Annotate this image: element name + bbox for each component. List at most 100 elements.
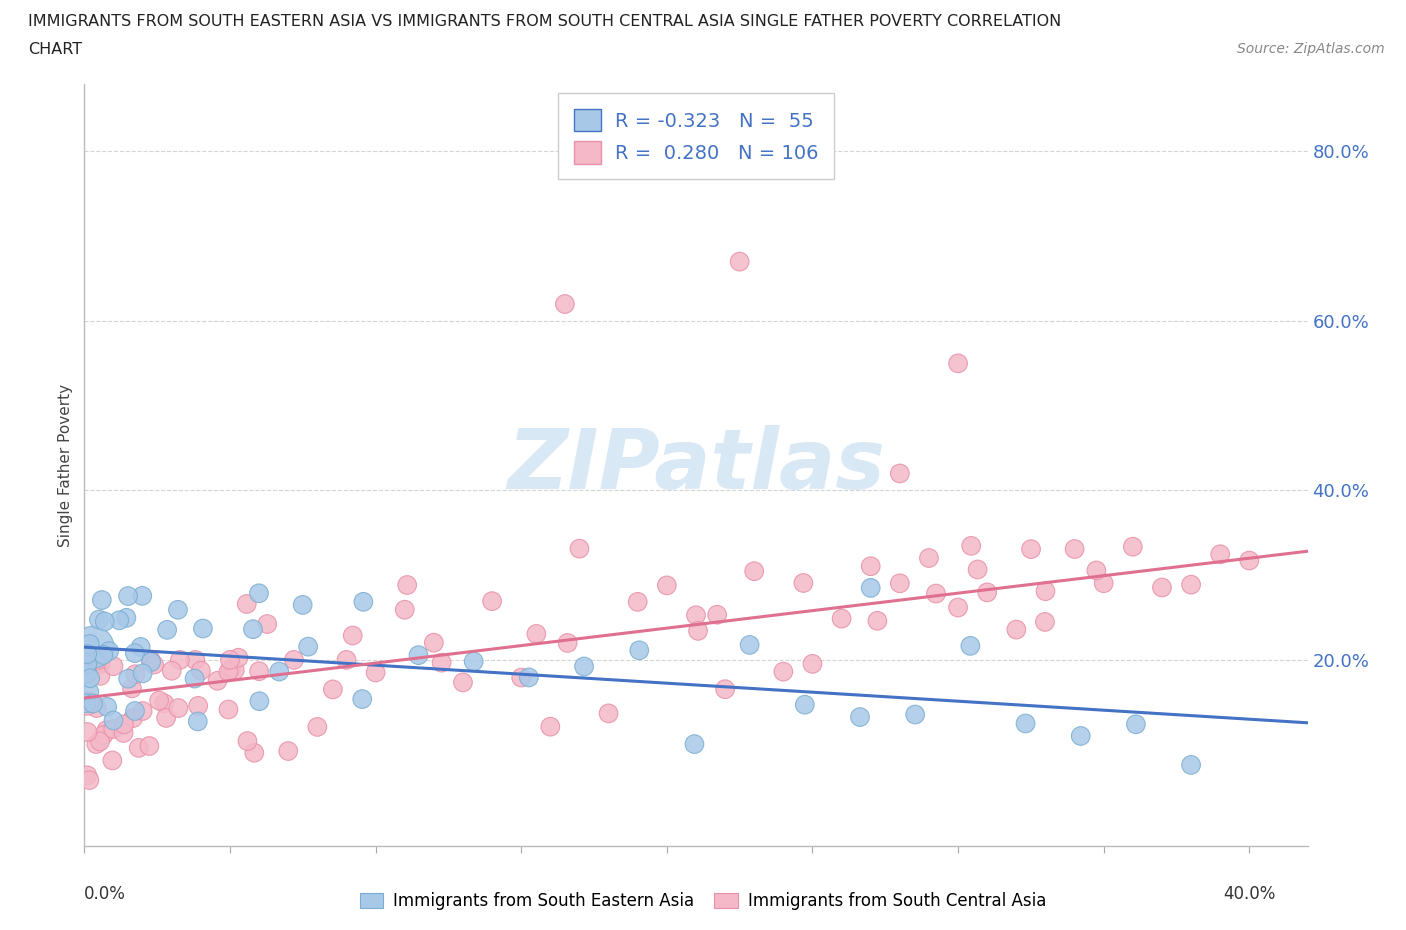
Point: [307, 720, 329, 735]
Point: [141, 655, 163, 670]
Point: [394, 603, 416, 618]
Point: [959, 638, 981, 653]
Point: [1070, 728, 1092, 743]
Point: [849, 710, 872, 724]
Point: [1092, 576, 1115, 591]
Point: [283, 653, 305, 668]
Point: [247, 694, 270, 709]
Point: [792, 576, 814, 591]
Point: [396, 578, 419, 592]
Point: [131, 704, 153, 719]
Point: [335, 653, 357, 668]
Point: [742, 564, 765, 578]
Point: [156, 622, 179, 637]
Point: [1180, 578, 1202, 592]
Point: [76, 724, 98, 739]
Point: [112, 717, 135, 732]
Point: [627, 594, 650, 609]
Point: [184, 653, 207, 668]
Point: [90, 657, 112, 671]
Point: [655, 578, 678, 592]
Point: [87, 612, 110, 627]
Y-axis label: Single Father Poverty: Single Father Poverty: [58, 383, 73, 547]
Point: [946, 600, 969, 615]
Point: [322, 682, 344, 697]
Point: [925, 586, 948, 601]
Point: [75, 696, 97, 711]
Point: [187, 698, 209, 713]
Point: [686, 623, 709, 638]
Point: [859, 559, 882, 574]
Point: [966, 562, 988, 577]
Point: [153, 696, 176, 711]
Point: [79, 637, 101, 652]
Point: [129, 640, 152, 655]
Point: [235, 596, 257, 611]
Point: [831, 611, 853, 626]
Point: [568, 541, 591, 556]
Point: [89, 734, 111, 749]
Point: [554, 297, 576, 312]
Point: [481, 593, 503, 608]
Point: [236, 734, 259, 749]
Point: [128, 740, 150, 755]
Point: [76, 768, 98, 783]
Text: CHART: CHART: [28, 42, 82, 57]
Point: [112, 725, 135, 740]
Text: 40.0%: 40.0%: [1223, 885, 1275, 903]
Point: [243, 745, 266, 760]
Point: [683, 737, 706, 751]
Point: [183, 671, 205, 686]
Point: [1125, 717, 1147, 732]
Point: [76, 698, 98, 713]
Point: [714, 682, 737, 697]
Point: [143, 658, 166, 672]
Point: [93, 727, 115, 742]
Point: [169, 653, 191, 668]
Point: [1005, 622, 1028, 637]
Point: [124, 704, 146, 719]
Point: [1239, 553, 1261, 568]
Point: [103, 658, 125, 673]
Point: [1085, 563, 1108, 578]
Point: [167, 700, 190, 715]
Point: [1122, 539, 1144, 554]
Point: [352, 594, 374, 609]
Point: [79, 684, 101, 699]
Point: [76, 646, 98, 661]
Point: [89, 669, 111, 684]
Point: [121, 681, 143, 696]
Point: [101, 753, 124, 768]
Point: [976, 585, 998, 600]
Point: [76, 653, 98, 668]
Point: [628, 643, 651, 658]
Point: [86, 737, 108, 751]
Point: [423, 635, 446, 650]
Point: [76, 666, 98, 681]
Point: [82, 697, 104, 711]
Point: [889, 576, 911, 591]
Point: [572, 659, 595, 674]
Point: [1150, 580, 1173, 595]
Point: [1180, 758, 1202, 773]
Point: [256, 617, 278, 631]
Point: [160, 663, 183, 678]
Point: [1063, 541, 1085, 556]
Point: [524, 627, 547, 642]
Point: [108, 613, 131, 628]
Point: [242, 622, 264, 637]
Point: [138, 738, 160, 753]
Point: [685, 608, 707, 623]
Point: [772, 664, 794, 679]
Point: [1209, 547, 1232, 562]
Legend: R = -0.323   N =  55, R =  0.280   N = 106: R = -0.323 N = 55, R = 0.280 N = 106: [558, 93, 834, 179]
Point: [124, 645, 146, 660]
Point: [96, 723, 118, 737]
Point: [277, 744, 299, 759]
Point: [93, 614, 115, 629]
Point: [706, 607, 728, 622]
Point: [207, 673, 229, 688]
Point: [728, 254, 751, 269]
Point: [364, 665, 387, 680]
Point: [228, 650, 250, 665]
